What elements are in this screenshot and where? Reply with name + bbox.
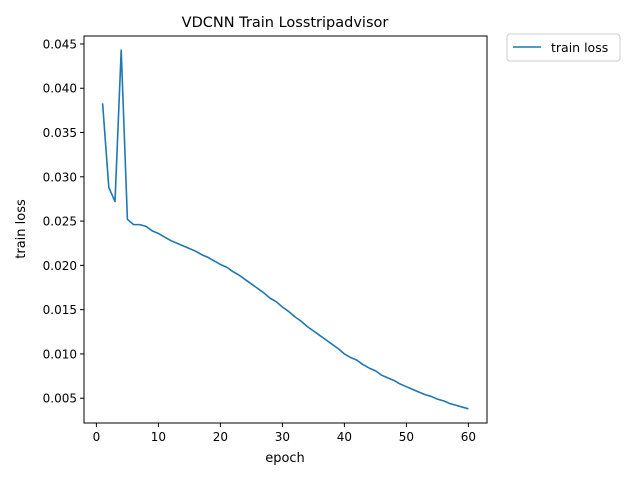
data-point — [201, 254, 203, 256]
data-point — [412, 389, 414, 391]
data-point — [430, 396, 432, 398]
data-point — [220, 264, 222, 266]
x-axis-ticks: 0 10 20 30 40 50 60 — [93, 423, 476, 444]
x-tick-label: 50 — [399, 430, 414, 444]
data-point — [170, 240, 172, 242]
data-point — [399, 383, 401, 385]
data-point — [313, 330, 315, 332]
data-point — [368, 367, 370, 369]
data-point — [176, 242, 178, 244]
data-point — [319, 335, 321, 337]
data-point — [387, 377, 389, 379]
data-point — [164, 236, 166, 238]
data-point — [275, 301, 277, 303]
y-tick-label: 0.025 — [43, 215, 77, 229]
data-point — [257, 288, 259, 290]
data-point — [306, 326, 308, 328]
data-point — [331, 343, 333, 345]
data-point — [461, 406, 463, 408]
data-point — [455, 404, 457, 406]
data-point — [127, 219, 129, 221]
y-tick-label: 0.040 — [43, 82, 77, 96]
legend-label: train loss — [551, 40, 608, 55]
series-line-train-loss — [101, 49, 469, 410]
data-point — [393, 380, 395, 382]
y-tick-label: 0.035 — [43, 126, 77, 140]
data-point — [269, 297, 271, 299]
x-tick-label: 0 — [93, 430, 101, 444]
legend: train loss — [506, 33, 621, 62]
data-point — [344, 353, 346, 355]
data-point — [251, 283, 253, 285]
data-point — [102, 103, 104, 105]
data-point — [145, 226, 147, 228]
series-layer — [101, 49, 470, 410]
data-point — [449, 403, 451, 405]
data-point — [381, 374, 383, 376]
y-axis-ticks: 0.005 0.010 0.015 0.020 0.025 0.030 0.035 0.040… — [43, 37, 84, 406]
chart-title: VDCNN Train Losstripadvisor — [182, 15, 389, 31]
x-tick-label: 10 — [151, 430, 166, 444]
data-point — [133, 224, 135, 226]
data-point — [238, 274, 240, 276]
data-point — [263, 292, 265, 294]
data-point — [406, 386, 408, 388]
data-point — [325, 339, 327, 341]
plot-frame — [83, 35, 488, 424]
data-point — [356, 359, 358, 361]
y-tick-label: 0.015 — [43, 303, 77, 317]
data-point — [213, 260, 215, 262]
x-tick-label: 60 — [461, 430, 476, 444]
data-point — [195, 250, 197, 252]
y-tick-label: 0.010 — [43, 347, 77, 361]
y-axis-label: train loss — [14, 199, 29, 259]
data-point — [294, 316, 296, 318]
data-point — [114, 201, 116, 203]
x-tick-label: 40 — [337, 430, 352, 444]
data-point — [108, 187, 110, 189]
y-tick-label: 0.030 — [43, 170, 77, 184]
x-tick-label: 30 — [275, 430, 290, 444]
data-point — [350, 357, 352, 359]
plot-area: 0 10 20 30 40 50 60 0.0050.0100.0150.0200.0250… — [43, 35, 488, 444]
data-point — [226, 266, 228, 268]
data-point — [424, 394, 426, 396]
y-tick-label: 0.020 — [43, 259, 77, 273]
data-point — [375, 370, 377, 372]
data-point — [232, 271, 234, 273]
data-point — [337, 348, 339, 350]
data-point — [139, 224, 141, 226]
data-point — [189, 248, 191, 250]
x-tick-label: 20 — [213, 430, 228, 444]
y-tick-label: 0.005 — [43, 392, 77, 406]
data-point — [120, 49, 122, 51]
data-point — [468, 408, 470, 410]
data-point — [362, 364, 364, 366]
data-point — [288, 311, 290, 313]
data-point — [158, 233, 160, 235]
data-point — [300, 320, 302, 322]
data-point — [151, 230, 153, 232]
x-axis-label: epoch — [265, 451, 305, 466]
data-point — [182, 245, 184, 247]
y-tick-label: 0.045 — [43, 37, 77, 51]
data-point — [282, 306, 284, 308]
data-point — [437, 398, 439, 400]
data-point — [418, 391, 420, 393]
legend-frame — [506, 33, 621, 62]
data-point — [443, 400, 445, 402]
data-point — [244, 279, 246, 281]
data-point — [207, 257, 209, 259]
